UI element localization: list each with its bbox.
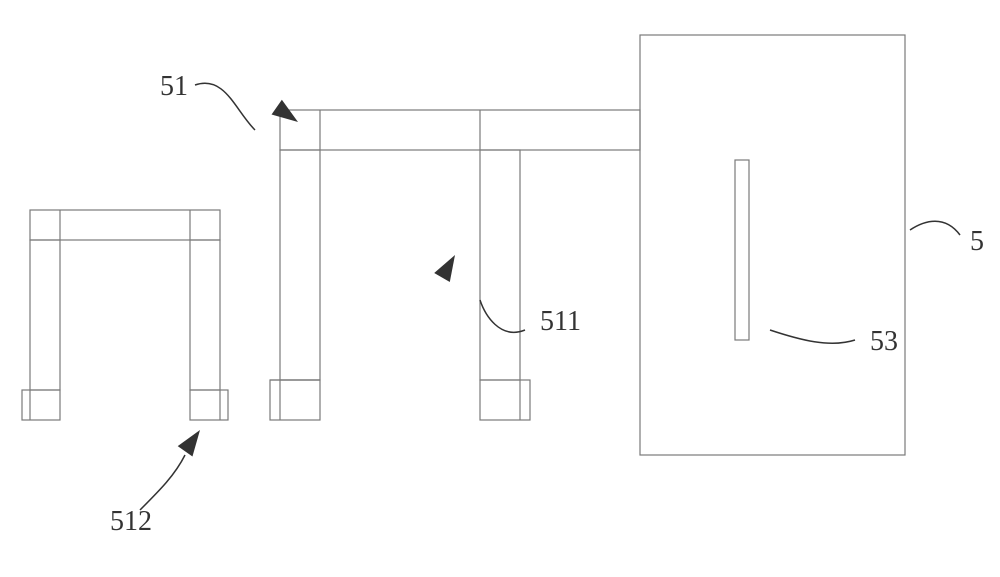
- label-511: 511: [540, 306, 581, 337]
- leader-51: [195, 83, 255, 130]
- leader-511-arrow: [434, 255, 455, 282]
- small-right-leg: [190, 240, 220, 390]
- small-left-leg: [30, 240, 60, 390]
- large-left-leg: [280, 150, 320, 380]
- large-right-leg: [480, 150, 520, 380]
- slot: [735, 160, 749, 340]
- leader-51-arrow: [272, 100, 298, 122]
- leader-512-arrow: [178, 430, 200, 456]
- leader-512: [140, 455, 185, 510]
- small-top-bar: [30, 210, 220, 240]
- leader-53: [770, 330, 855, 343]
- leader-511: [480, 300, 525, 332]
- label-53: 53: [870, 326, 898, 357]
- label-51: 51: [160, 71, 188, 102]
- leader-5: [910, 221, 960, 235]
- large-top-bar: [280, 110, 640, 150]
- main-box: [640, 35, 905, 455]
- large-left-foot: [270, 380, 320, 420]
- label-5: 5: [970, 226, 984, 257]
- small-left-foot: [22, 390, 60, 420]
- large-right-foot: [480, 380, 530, 420]
- label-512: 512: [110, 506, 152, 537]
- small-right-foot: [190, 390, 228, 420]
